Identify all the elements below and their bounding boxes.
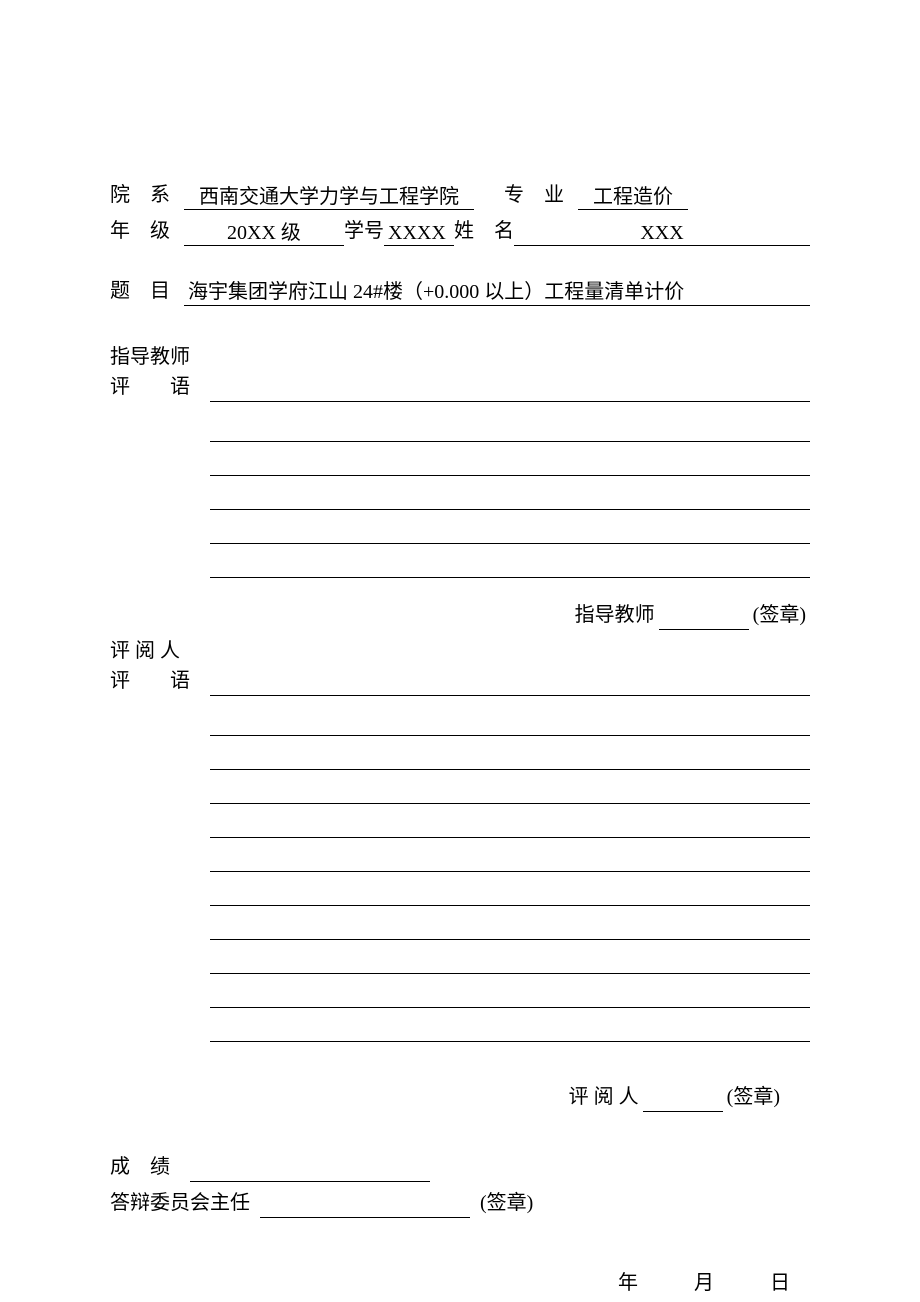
label-name: 姓 名 [454, 216, 514, 246]
value-sid: XXXX [384, 220, 454, 246]
value-name: XXX [514, 220, 810, 246]
label-year: 年 [618, 1268, 638, 1298]
label-seal-3: (签章) [480, 1188, 533, 1218]
reviewer-line [210, 838, 810, 872]
section-reviewer: 评 阅 人 评 语 评 阅 人 (签章) [110, 636, 810, 1112]
advisor-line [210, 544, 810, 578]
advisor-signature-row: 指导教师 (签章) [110, 600, 810, 630]
row-advisor-comment: 评 语 [110, 372, 810, 402]
label-comment-2: 评 语 [110, 666, 210, 696]
reviewer-line [210, 1008, 810, 1042]
row-date: 年 月 日 [110, 1268, 810, 1298]
row-reviewer-comment: 评 语 [110, 666, 810, 696]
label-reviewer-head: 评 阅 人 [110, 636, 810, 666]
reviewer-line [210, 770, 810, 804]
reviewer-line [210, 940, 810, 974]
section-advisor: 指导教师 评 语 指导教师 (签章) [110, 342, 810, 630]
row-score: 成 绩 [110, 1152, 810, 1182]
label-day: 日 [770, 1268, 790, 1298]
label-comment-1: 评 语 [110, 372, 210, 402]
value-dept: 西南交通大学力学与工程学院 [184, 184, 474, 210]
reviewer-line [210, 736, 810, 770]
reviewer-line [210, 804, 810, 838]
reviewer-signature-row: 评 阅 人 (签章) [110, 1082, 810, 1112]
reviewer-comment-line-0 [210, 670, 810, 696]
advisor-line [210, 476, 810, 510]
advisor-blank-lines [210, 408, 810, 578]
label-chair: 答辩委员会主任 [110, 1188, 250, 1218]
reviewer-line [210, 974, 810, 1008]
label-dept: 院 系 [110, 180, 174, 210]
row-dept-major: 院 系 西南交通大学力学与工程学院 专 业 工程造价 [110, 180, 810, 210]
label-title: 题 目 [110, 276, 174, 306]
label-advisor-sig: 指导教师 [575, 600, 655, 630]
label-major: 专 业 [504, 180, 568, 210]
label-grade: 年 级 [110, 216, 174, 246]
advisor-line [210, 510, 810, 544]
value-grade: 20XX 级 [184, 220, 344, 246]
advisor-comment-line-0 [210, 376, 810, 402]
value-title: 海宇集团学府江山 24#楼（+0.000 以上）工程量清单计价 [184, 278, 810, 306]
score-blank [190, 1158, 430, 1182]
label-advisor-head: 指导教师 [110, 342, 810, 372]
reviewer-line [210, 906, 810, 940]
value-major: 工程造价 [578, 184, 688, 210]
label-month: 月 [694, 1268, 714, 1298]
reviewer-sig-blank [643, 1088, 723, 1112]
row-chair: 答辩委员会主任 (签章) [110, 1188, 810, 1218]
label-seal-1: (签章) [753, 600, 806, 630]
advisor-line [210, 442, 810, 476]
advisor-sig-blank [659, 606, 749, 630]
reviewer-blank-lines [210, 702, 810, 1042]
advisor-line [210, 408, 810, 442]
label-sid: 学号 [344, 216, 384, 246]
row-grade-sid-name: 年 级 20XX 级 学号 XXXX 姓 名 XXX [110, 216, 810, 246]
chair-blank [260, 1194, 470, 1218]
row-title: 题 目 海宇集团学府江山 24#楼（+0.000 以上）工程量清单计价 [110, 276, 810, 306]
label-reviewer-sig: 评 阅 人 [569, 1082, 639, 1112]
label-score: 成 绩 [110, 1152, 170, 1182]
reviewer-line [210, 702, 810, 736]
reviewer-line [210, 872, 810, 906]
label-seal-2: (签章) [727, 1082, 780, 1112]
